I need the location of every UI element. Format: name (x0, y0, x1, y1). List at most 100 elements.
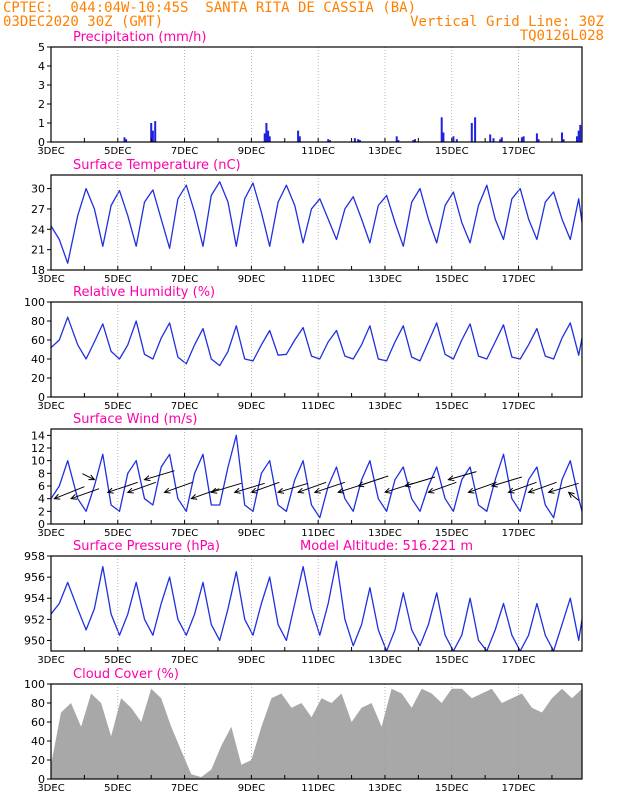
x-tick-label: 11DEC (301, 146, 335, 157)
wind-vector (491, 476, 522, 487)
wind-arrowhead (190, 494, 198, 500)
temp-frame (50, 174, 583, 271)
y-tick-label: 5 (38, 41, 45, 54)
x-tick-label: 15DEC (435, 274, 469, 285)
y-tick-label: 8 (38, 467, 45, 480)
precip-bar (263, 133, 266, 142)
wind-vector (568, 491, 579, 501)
wind-arrowhead (467, 487, 475, 494)
wind-arrowhead (357, 481, 365, 488)
wind-vector (448, 471, 477, 481)
y-tick-label: 20 (31, 754, 45, 767)
model-code: TQ0126L028 (519, 28, 604, 44)
wind-vector (528, 481, 557, 493)
x-tick-label: 7DEC (171, 274, 198, 285)
x-tick-label: 5DEC (104, 274, 131, 285)
x-tick-label: 9DEC (238, 783, 265, 794)
rh-panel: 0 20 40 60 80 100 3DEC 5DEC 7DEC 9DEC 11DEC 13DEC 15… (24, 285, 583, 412)
precip-bar (268, 136, 271, 142)
precip-bar (397, 140, 400, 142)
precip-frame (50, 46, 583, 143)
wind-vector (251, 481, 280, 493)
x-tick-label: 3DEC (37, 401, 64, 412)
y-tick-label: 40 (31, 353, 45, 366)
x-tick-label: 3DEC (37, 274, 64, 285)
x-tick-label: 15DEC (435, 401, 469, 412)
y-tick-label: 950 (24, 634, 45, 647)
y-tick-label: 4 (38, 60, 45, 73)
precip-bar (499, 139, 502, 142)
rh-title: Relative Humidity (%) (73, 285, 215, 300)
y-tick-label: 6 (38, 480, 45, 493)
precip-bar (412, 140, 415, 142)
y-tick-label: 0 (38, 136, 45, 149)
wind-arrowhead (297, 487, 305, 494)
precip-bar (440, 117, 443, 142)
precip-bar (452, 136, 455, 142)
wind-arrowhead (490, 481, 498, 488)
precip-bar (522, 136, 525, 142)
cloud-title: Cloud Cover (%) (73, 667, 179, 682)
x-tick-label: 13DEC (368, 146, 402, 157)
wind-vector (404, 476, 436, 487)
x-tick-label: 17DEC (502, 146, 536, 157)
precip-bar (358, 140, 361, 142)
precip-bar (535, 133, 538, 142)
wind-arrowhead (547, 487, 555, 494)
x-tick-label: 7DEC (171, 401, 198, 412)
precip-bar (150, 123, 153, 142)
x-tick-label: 9DEC (238, 146, 265, 157)
wind-arrowhead (276, 487, 285, 494)
x-tick-label: 11DEC (301, 401, 335, 412)
y-tick-label: 40 (31, 735, 45, 748)
x-tick-label: 3DEC (37, 528, 64, 539)
x-tick-label: 5DEC (104, 528, 131, 539)
wind-arrowhead (337, 487, 345, 494)
y-tick-label: 4 (38, 493, 45, 506)
precip-bar (327, 139, 330, 142)
station-header: CPTEC: 044:04W-10:45S SANTA RITA DE CASS… (3, 0, 417, 16)
wind-vector (297, 481, 327, 493)
y-tick-label: 10 (31, 455, 45, 468)
pres-panel: 950 952 954 956 958 3DEC 5DEC 7DEC 9DEC 11DEC 13DE… (24, 539, 583, 666)
precip-bar (474, 117, 477, 142)
x-tick-label: 11DEC (301, 528, 335, 539)
precip-bar (353, 138, 356, 142)
wind-vector (107, 481, 138, 493)
wind-arrowhead (427, 487, 435, 494)
x-tick-label: 15DEC (435, 528, 469, 539)
x-tick-label: 5DEC (104, 783, 131, 794)
x-tick-label: 13DEC (368, 528, 402, 539)
wind-arrowhead (143, 475, 151, 482)
precip-bar (500, 137, 503, 143)
y-tick-label: 14 (31, 429, 45, 442)
wind-vector (508, 481, 537, 493)
wind-arrowhead (527, 487, 535, 494)
precip-bar (414, 139, 416, 142)
wind-arrowhead (313, 487, 321, 494)
wind-frame (50, 428, 583, 525)
x-tick-label: 7DEC (171, 655, 198, 666)
y-tick-label: 952 (24, 613, 45, 626)
x-tick-label: 7DEC (171, 146, 198, 157)
precip-bar (123, 137, 126, 143)
x-tick-label: 9DEC (238, 274, 265, 285)
wind-arrowhead (53, 493, 61, 500)
x-tick-label: 17DEC (502, 274, 536, 285)
wind-vector (468, 481, 497, 493)
pres-title: Surface Pressure (hPa) (73, 539, 220, 554)
y-tick-label: 24 (31, 223, 45, 236)
temp-title: Surface Temperature (nC) (73, 158, 241, 173)
x-tick-label: 5DEC (104, 655, 131, 666)
y-tick-label: 956 (24, 571, 45, 584)
grid-line-note: Vertical Grid Line: 30Z (410, 14, 604, 30)
x-tick-label: 11DEC (301, 783, 335, 794)
precip-bar (489, 134, 492, 142)
pres-line (51, 560, 582, 651)
x-tick-label: 11DEC (301, 274, 335, 285)
wind-arrowhead (88, 474, 96, 481)
x-tick-label: 11DEC (301, 655, 335, 666)
y-tick-label: 0 (38, 518, 45, 531)
